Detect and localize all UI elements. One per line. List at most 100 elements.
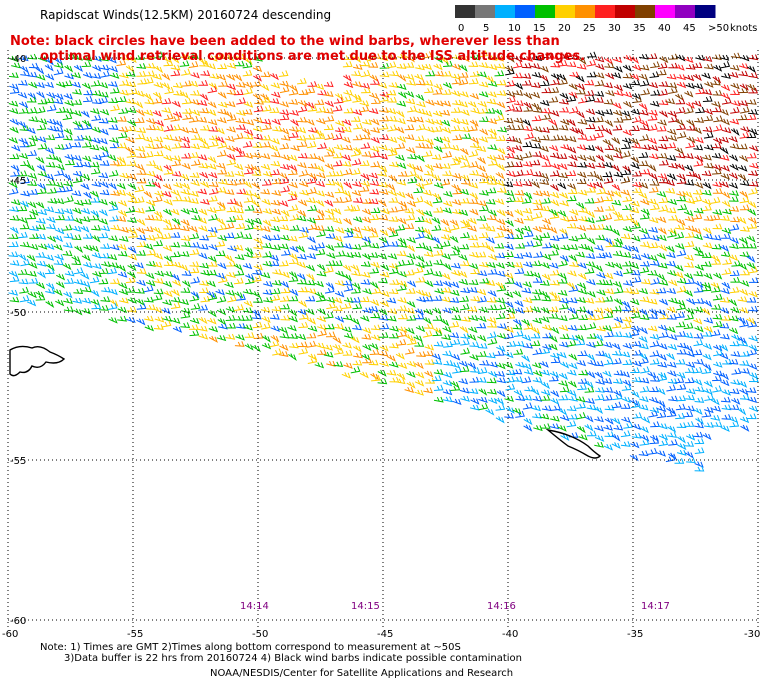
wind-barb xyxy=(623,267,633,275)
wind-barb xyxy=(746,296,757,303)
wind-barb xyxy=(684,367,695,373)
wind-barb xyxy=(702,154,712,161)
wind-barb xyxy=(521,287,532,294)
wind-barb xyxy=(80,183,90,191)
wind-barb xyxy=(719,352,729,360)
wind-barb xyxy=(297,278,308,285)
wind-barb xyxy=(548,306,559,312)
wind-barb xyxy=(566,170,577,176)
wind-barb xyxy=(469,404,480,411)
wind-barb xyxy=(197,217,207,224)
wind-barb xyxy=(612,147,623,154)
wind-barb xyxy=(640,168,651,175)
wind-barb xyxy=(108,182,118,191)
wind-barb xyxy=(189,172,200,178)
wind-barb xyxy=(56,81,66,88)
wind-barb xyxy=(505,261,515,268)
wind-barb xyxy=(692,227,702,235)
wind-barb xyxy=(352,64,363,70)
wind-barb xyxy=(737,173,747,182)
wind-barb xyxy=(476,377,487,383)
wind-barb xyxy=(684,240,695,248)
wind-barb xyxy=(658,177,669,184)
wind-barb xyxy=(181,80,192,87)
wind-barb xyxy=(737,143,748,150)
wind-barb xyxy=(621,114,632,121)
note-line-2: optimal wind retrieval conditions are me… xyxy=(40,49,586,64)
wind-barb xyxy=(548,208,558,217)
wind-barb xyxy=(199,107,209,114)
wind-barb xyxy=(245,273,255,281)
wind-barb xyxy=(558,380,569,387)
wind-barb xyxy=(396,100,407,107)
wind-barb xyxy=(406,300,416,308)
wind-barb xyxy=(729,223,740,231)
wind-barb xyxy=(459,91,469,98)
wind-barb xyxy=(721,127,732,134)
wind-barb xyxy=(719,181,730,188)
wind-barb xyxy=(45,134,56,141)
wind-barb xyxy=(531,327,541,335)
wind-barb xyxy=(666,260,677,267)
wind-barb xyxy=(639,377,650,384)
wind-barb xyxy=(416,351,426,357)
wind-barb xyxy=(711,79,721,86)
wind-barb xyxy=(315,209,325,217)
wind-barb xyxy=(674,264,684,272)
wind-barb xyxy=(73,64,84,72)
wind-barb xyxy=(279,200,289,208)
wind-barb xyxy=(505,136,516,142)
wind-barb xyxy=(359,371,369,379)
wind-barb xyxy=(532,225,543,233)
wind-barb xyxy=(90,80,101,87)
wind-barb xyxy=(227,198,237,205)
wind-barb xyxy=(746,152,757,159)
wind-barb xyxy=(298,231,309,239)
wind-barb xyxy=(595,63,605,71)
wind-barb xyxy=(62,250,73,257)
wind-barb xyxy=(558,163,568,171)
wind-barb xyxy=(91,181,102,188)
wind-barb xyxy=(504,326,514,333)
wind-barb xyxy=(728,182,739,189)
wind-barb xyxy=(180,235,191,242)
wind-barb xyxy=(163,290,173,298)
wind-barb xyxy=(233,244,244,251)
wind-barb xyxy=(566,405,577,412)
wind-barb xyxy=(118,297,129,304)
wind-barb xyxy=(459,326,469,334)
wind-barb xyxy=(162,56,172,63)
wind-barb xyxy=(450,338,461,346)
wind-barb xyxy=(497,323,507,330)
wind-barb xyxy=(522,151,533,159)
wind-barb xyxy=(558,78,568,86)
wind-barb xyxy=(695,54,705,61)
wind-barb xyxy=(485,236,496,244)
wind-barb xyxy=(649,334,660,340)
longitude-label: -60 xyxy=(2,629,18,640)
wind-barb xyxy=(296,261,307,269)
wind-barb xyxy=(512,368,523,375)
wind-barb xyxy=(243,101,254,108)
wind-barb xyxy=(638,335,648,343)
wind-barb xyxy=(289,213,300,221)
wind-barb xyxy=(146,199,156,207)
wind-barb xyxy=(620,176,631,184)
wind-barb xyxy=(558,232,569,239)
wind-barb xyxy=(350,149,361,157)
wind-barb xyxy=(458,278,469,286)
wind-barb xyxy=(684,451,694,459)
wind-barb xyxy=(208,135,219,142)
wind-barb xyxy=(225,306,236,313)
wind-barb xyxy=(666,252,676,259)
wind-barb xyxy=(179,264,189,272)
wind-barb xyxy=(701,282,712,289)
wind-barb xyxy=(163,113,174,121)
wind-barb xyxy=(63,306,74,312)
wind-barb xyxy=(297,209,307,218)
wind-barb xyxy=(657,143,668,150)
wind-barb xyxy=(533,425,543,432)
wind-barb xyxy=(693,332,704,339)
wind-barb xyxy=(470,367,480,373)
wind-barb xyxy=(342,349,353,356)
